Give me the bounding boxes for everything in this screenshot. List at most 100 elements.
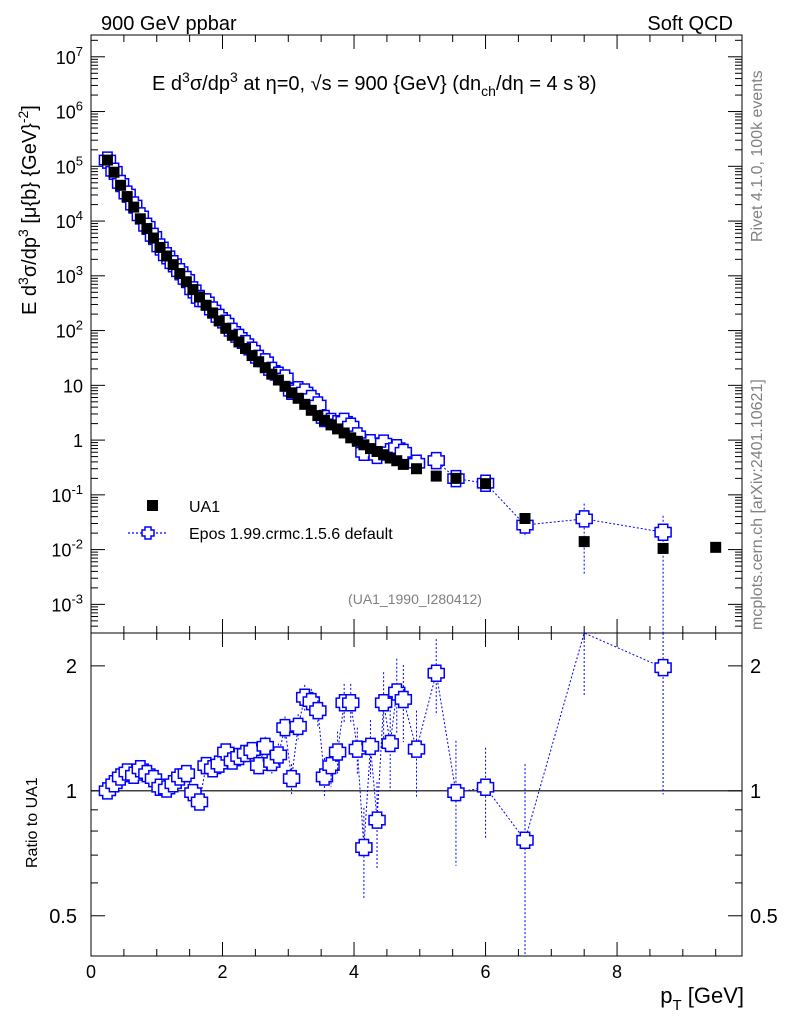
data-main-point [128, 201, 140, 213]
data-main-point [101, 154, 113, 166]
data-main-point [430, 470, 442, 482]
y-tick-label-main: 103 [56, 263, 83, 287]
mc-ratio-point [394, 690, 413, 709]
header-right-label: Soft QCD [647, 13, 733, 35]
data-main-point [220, 322, 232, 334]
data-main-point [253, 356, 265, 368]
data-main-point [240, 343, 252, 355]
analysis-tag: (UA1_1990_I280412) [348, 591, 482, 607]
mc-ratio-point [355, 838, 373, 857]
mcplots-reference-label: mcplots.cern.ch [arXiv:2401.10621] [749, 379, 766, 630]
y-tick-label-ratio: 0.5 [49, 906, 77, 928]
mc-ratio-point [190, 793, 209, 811]
mc-ratio-point [328, 743, 347, 761]
mc-main-series [98, 151, 672, 633]
mc-ratio-point [447, 783, 465, 802]
y-tick-label-main: 106 [56, 99, 83, 123]
data-main-point [397, 458, 409, 470]
y-tick-label-main: 10-2 [51, 537, 83, 561]
data-main-point [180, 276, 192, 288]
data-main-point [450, 472, 462, 484]
data-main-point [378, 449, 390, 461]
x-tick-label: 6 [481, 962, 491, 982]
mc-ratio-point [177, 764, 196, 783]
legend-label-epos: Epos 1.99.crmc.1.5.6 default [189, 526, 393, 543]
mc-ratio-point [368, 811, 386, 829]
x-tick-label: 4 [349, 962, 359, 982]
y-tick-label-main: 10 [63, 376, 83, 396]
data-main-point [134, 213, 146, 225]
mc-ratio-line [107, 632, 664, 848]
data-main-series [101, 154, 722, 554]
data-main-point [246, 350, 258, 362]
y-tick-label-ratio: 2 [66, 656, 77, 678]
data-main-point [200, 299, 212, 311]
data-main-point [358, 439, 370, 451]
data-main-point [657, 542, 669, 554]
mc-ratio-point [427, 664, 445, 682]
data-main-point [391, 455, 403, 467]
mc-main-line [107, 159, 664, 533]
x-axis-title: pT [GeV] [660, 983, 744, 1014]
data-main-point [161, 250, 173, 262]
data-main-point [338, 427, 350, 439]
legend-marker-epos [141, 526, 155, 540]
data-main-point [259, 362, 271, 374]
data-main-point [115, 179, 127, 191]
data-main-point [710, 541, 722, 553]
data-main-point [292, 392, 304, 404]
data-main-point [332, 423, 344, 435]
mc-ratio-point [381, 734, 399, 753]
data-main-point [121, 191, 133, 203]
mc-main-point [427, 451, 445, 470]
data-main-point [480, 478, 492, 490]
data-main-point [371, 445, 383, 457]
header-left-label: 900 GeV ppbar [101, 13, 237, 35]
data-main-point [299, 398, 311, 410]
data-main-point [286, 387, 298, 399]
data-main-point [174, 268, 186, 280]
mc-ratio-point [516, 831, 534, 850]
data-main-point [305, 404, 317, 416]
mc-ratio-point [476, 778, 495, 797]
mc-ratio-point [361, 737, 380, 756]
data-main-point [213, 315, 225, 327]
data-main-point [345, 432, 357, 444]
data-main-point [364, 443, 376, 455]
data-main-point [266, 368, 278, 380]
data-main-point [578, 536, 590, 548]
rivet-version-label: Rivet 4.1.0, 100k events [749, 70, 766, 242]
legend: UA1 Epos 1.99.crmc.1.5.6 default [128, 499, 393, 543]
mc-ratio-point [407, 740, 426, 758]
y-tick-label-main: 10-3 [51, 591, 83, 615]
data-main-point [226, 329, 238, 341]
y-tick-label-ratio-right: 1 [750, 781, 761, 803]
y-tick-label-ratio-right: 0.5 [750, 906, 778, 928]
y-tick-label-main: 10-1 [51, 482, 83, 506]
mc-ratio-point [282, 769, 301, 788]
y-tick-label-main: 104 [56, 208, 83, 232]
mc-ratio-point [269, 746, 288, 764]
data-main-point [325, 419, 337, 431]
x-tick-label: 0 [86, 962, 96, 982]
data-main-point [141, 223, 153, 235]
data-main-point [154, 241, 166, 253]
data-main-point [167, 259, 179, 271]
x-tick-label: 2 [218, 962, 228, 982]
data-main-point [312, 410, 324, 422]
data-main-point [207, 307, 219, 319]
y-tick-label-main: 1 [73, 431, 83, 451]
data-main-point [147, 232, 159, 244]
mc-ratio-series [98, 632, 672, 956]
data-main-point [279, 380, 291, 392]
y-tick-label-main: 107 [56, 44, 83, 68]
plot-title: E d3σ/dp3 at η=0, √s = 900 {GeV} (dnch/d… [152, 69, 597, 99]
mc-main-point [654, 523, 672, 541]
data-main-point [318, 414, 330, 426]
x-tick-label: 8 [612, 962, 622, 982]
y-tick-label-main: 105 [56, 153, 83, 177]
mc-ratio-point [322, 756, 340, 775]
y-tick-label-main: 102 [56, 318, 83, 342]
mc-main-point [575, 510, 593, 528]
data-main-point [519, 512, 531, 524]
